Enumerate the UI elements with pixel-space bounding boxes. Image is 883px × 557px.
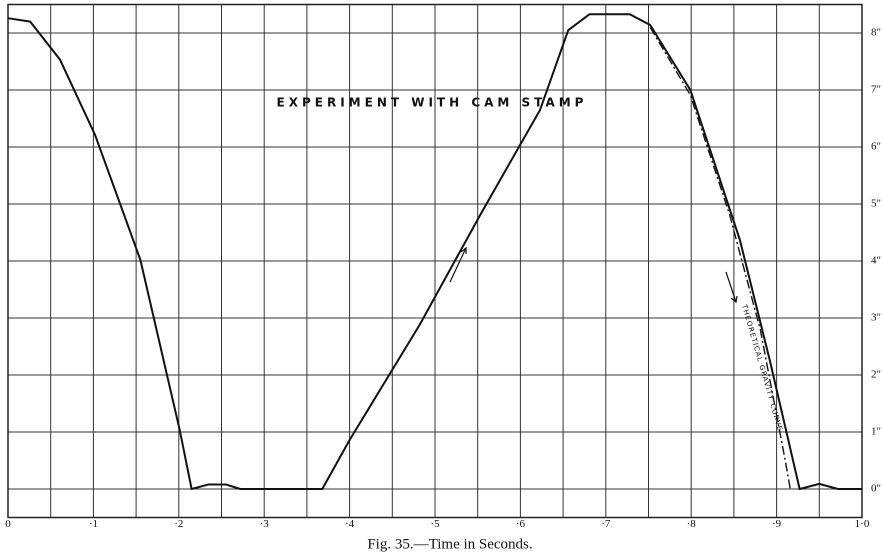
data-line [649, 26, 791, 490]
annotation: THEORETICAL GRAVITY CURVE [740, 303, 784, 433]
y-tick-label: 4" [871, 255, 881, 267]
arrow [449, 246, 738, 304]
x-tick-label: ·5 [430, 518, 440, 530]
chart-title: EXPERIMENT WITH CAM STAMP [277, 96, 588, 110]
x-tick-label: ·1 [89, 518, 98, 530]
y-tick-label: 5" [871, 198, 881, 210]
data-line [7, 13, 862, 490]
x-tick-label: 1·0 [855, 518, 870, 530]
x-tick-label: ·7 [601, 518, 611, 530]
y-tick-label: 0" [871, 483, 881, 495]
x-tick-label: ·9 [772, 518, 782, 530]
y-tick-label: 6" [871, 141, 881, 153]
x-tick-label: ·2 [174, 518, 183, 530]
x-tick-label: ·6 [516, 518, 526, 530]
x-tick-label: ·3 [260, 518, 270, 530]
x-tick-label: ·4 [345, 518, 355, 530]
x-tick-label: 0 [5, 518, 11, 530]
x-tick-label: ·8 [687, 518, 697, 530]
y-tick-label: 3" [871, 312, 881, 324]
y-tick-label: 2" [871, 369, 881, 381]
plot-border [7, 3, 863, 519]
y-tick-label: 7" [871, 84, 881, 96]
x-axis-label: Fig. 35.—Time in Seconds. [367, 536, 532, 552]
y-tick-label: 1" [871, 426, 881, 438]
y-tick-label: 8" [871, 27, 881, 39]
